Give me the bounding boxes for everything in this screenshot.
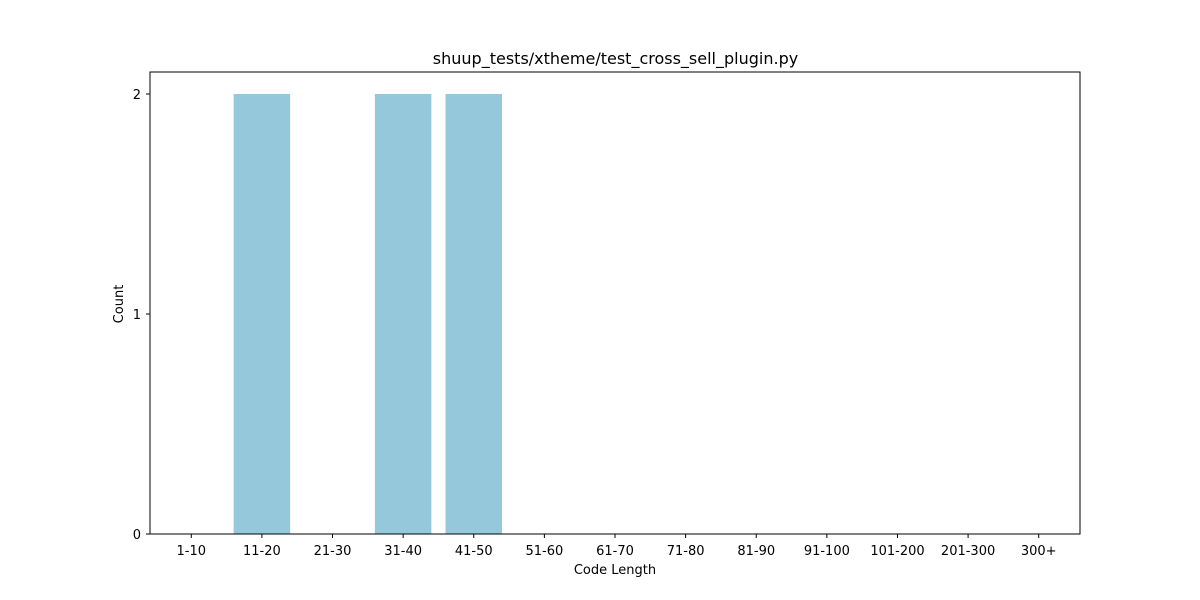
plot-frame — [149, 71, 1081, 535]
x-tick-label: 61-70 — [596, 544, 634, 559]
x-tick-label: 11-20 — [243, 544, 281, 559]
bar-41-50 — [445, 94, 503, 534]
x-tick-label: 71-80 — [667, 544, 705, 559]
x-axis: 1-10 11-20 21-30 31-40 41-50 51-60 61-70 71-80 8… — [177, 534, 1057, 559]
chart-title: shuup_tests/xtheme/test_cross_sell_plugi… — [433, 49, 798, 69]
x-axis-label: Code Length — [574, 563, 656, 578]
x-tick-label: 31-40 — [384, 544, 422, 559]
y-axis-label: Count — [112, 285, 127, 324]
x-tick-label: 201-300 — [941, 544, 995, 559]
y-axis: 0 1 2 — [133, 88, 150, 543]
bar-31-40 — [374, 94, 432, 534]
x-tick-label: 101-200 — [870, 544, 924, 559]
x-tick-label: 1-10 — [177, 544, 207, 559]
x-tick-label: 81-90 — [737, 544, 775, 559]
x-tick-label: 91-100 — [804, 544, 850, 559]
y-tick-label: 1 — [133, 308, 141, 323]
x-tick-label: 300+ — [1021, 544, 1057, 559]
y-tick-label: 2 — [133, 88, 141, 103]
bar-11-20 — [233, 94, 291, 534]
x-tick-label: 51-60 — [525, 544, 563, 559]
x-tick-label: 41-50 — [455, 544, 493, 559]
y-tick-label: 0 — [133, 528, 141, 543]
bars-group — [233, 94, 503, 534]
x-tick-label: 21-30 — [314, 544, 352, 559]
